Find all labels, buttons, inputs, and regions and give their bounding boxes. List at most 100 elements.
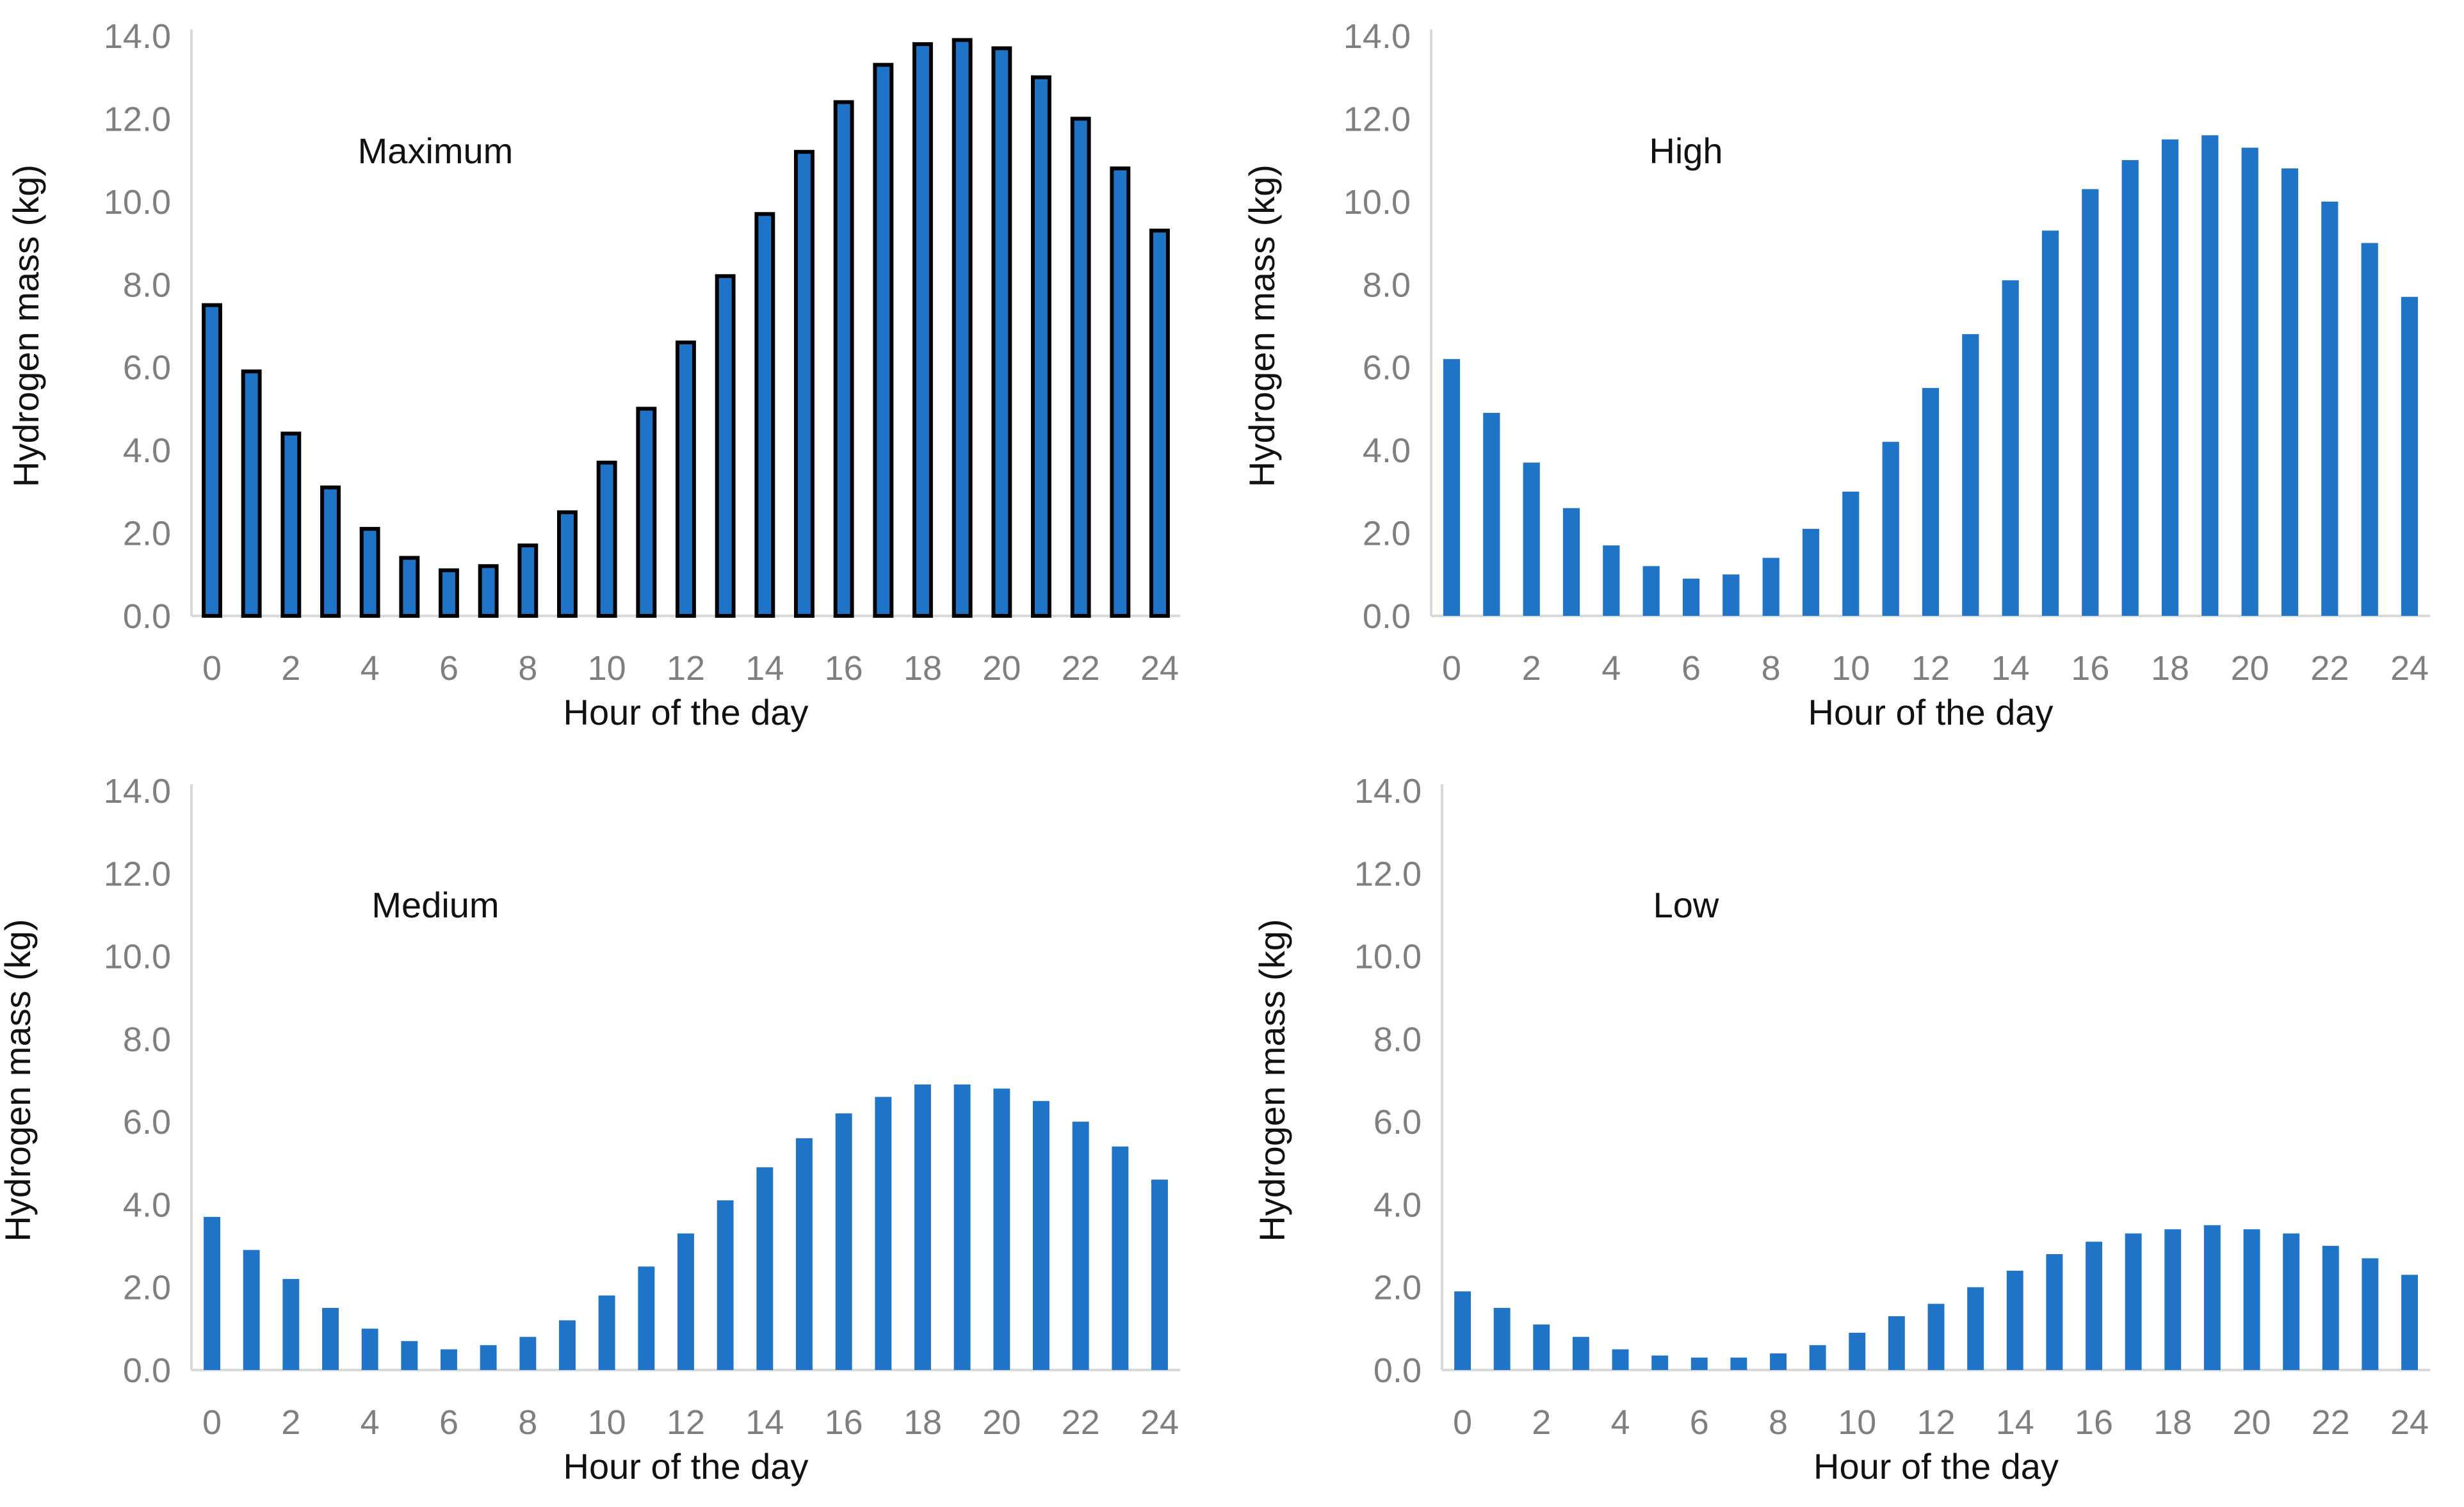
- bar-hour-19: [953, 1084, 971, 1370]
- bar-hour-16: [2082, 189, 2099, 616]
- bar-hour-6: [439, 568, 459, 618]
- y-tick-label: 14.0: [1354, 772, 1422, 810]
- bar-hour-5: [399, 556, 420, 618]
- x-tick-label: 4: [1610, 1403, 1630, 1442]
- x-tick-label: 18: [904, 649, 942, 688]
- y-tick-label: 14.0: [104, 772, 171, 810]
- bar-hour-1: [1493, 1308, 1511, 1370]
- x-tick-label: 4: [361, 649, 380, 688]
- x-tick-label: 14: [745, 1403, 784, 1442]
- x-tick-label: 20: [2232, 1403, 2271, 1442]
- bar-hour-12: [1927, 1303, 1945, 1370]
- x-tick-label: 0: [202, 649, 222, 688]
- bar-hour-2: [282, 1278, 300, 1370]
- bar-hour-7: [478, 564, 499, 618]
- y-tick-label: 2.0: [1374, 1269, 1422, 1307]
- bar-hour-4: [1612, 1349, 1629, 1370]
- y-tick-label: 14.0: [1343, 17, 1411, 56]
- bar-hour-19: [2203, 1225, 2221, 1371]
- y-tick-label: 2.0: [123, 1269, 171, 1307]
- panel-annotation: Medium: [371, 885, 499, 925]
- x-tick-label: 16: [825, 1403, 863, 1442]
- bar-hour-2: [1523, 462, 1540, 616]
- bar-hour-10: [1842, 491, 1860, 616]
- bar-hour-10: [1849, 1332, 1866, 1370]
- bar-hour-18: [912, 42, 933, 618]
- bar-hour-17: [875, 1097, 892, 1370]
- x-tick-label: 0: [1453, 1403, 1472, 1442]
- bar-hour-20: [2241, 147, 2258, 616]
- y-tick-label: 10.0: [104, 183, 171, 222]
- x-tick-label: 12: [667, 649, 705, 688]
- bar-hour-15: [794, 150, 815, 618]
- bar-hour-7: [1730, 1357, 1747, 1370]
- y-tick-label: 8.0: [123, 1020, 171, 1059]
- y-tick-label: 6.0: [123, 349, 171, 387]
- y-tick-label: 4.0: [1374, 1186, 1422, 1224]
- bar-hour-13: [1967, 1287, 1984, 1370]
- x-tick-label: 10: [588, 1403, 626, 1442]
- x-tick-label: 4: [361, 1403, 380, 1442]
- bar-hour-9: [557, 510, 578, 618]
- bar-hour-23: [2362, 1258, 2379, 1370]
- bar-hour-8: [517, 544, 539, 618]
- bar-hour-11: [1882, 442, 1899, 616]
- bar-hour-5: [401, 1341, 418, 1371]
- x-tick-label: 10: [588, 649, 626, 688]
- bar-hour-14: [2006, 1270, 2023, 1370]
- x-tick-label: 24: [1140, 649, 1179, 688]
- bar-hour-21: [1031, 75, 1051, 618]
- chart-panel-low: 0.02.04.06.08.010.012.014.00 2 4 6 8 10 12 14 16…: [1252, 772, 2430, 1487]
- y-tick-label: 0.0: [1374, 1351, 1422, 1390]
- x-axis-title: Hour of the day: [563, 692, 809, 732]
- x-tick-label: 22: [1062, 1403, 1100, 1442]
- y-axis-title: Hydrogen mass (kg): [1242, 165, 1282, 487]
- bar-hour-3: [322, 1308, 339, 1370]
- y-tick-label: 8.0: [123, 266, 171, 304]
- bar-hour-14: [2002, 280, 2019, 616]
- x-tick-label: 14: [1991, 649, 2030, 688]
- bar-hour-6: [441, 1349, 457, 1370]
- x-tick-label: 6: [1690, 1403, 1709, 1442]
- bar-hour-15: [2041, 230, 2059, 616]
- bar-hour-11: [636, 407, 657, 618]
- panel-annotation: High: [1649, 131, 1722, 171]
- y-tick-label: 0.0: [1363, 597, 1411, 636]
- bar-hour-17: [2125, 1233, 2142, 1370]
- bar-hour-14: [756, 1167, 774, 1371]
- x-tick-label: 0: [1442, 649, 1461, 688]
- y-tick-label: 6.0: [1363, 349, 1411, 387]
- bar-hour-21: [1033, 1100, 1050, 1370]
- bar-hour-9: [559, 1320, 576, 1370]
- bar-hour-0: [1443, 359, 1461, 616]
- bar-hour-1: [1483, 412, 1500, 616]
- bar-hour-24: [1149, 229, 1170, 618]
- bar-hour-18: [2161, 139, 2179, 616]
- x-tick-label: 16: [825, 649, 863, 688]
- bar-hour-15: [2046, 1254, 2063, 1370]
- bar-hour-19: [2201, 135, 2219, 616]
- bar-hour-22: [2322, 1246, 2339, 1370]
- bar-hour-8: [519, 1337, 537, 1370]
- x-tick-label: 22: [1062, 649, 1100, 688]
- bar-hour-13: [1962, 334, 1979, 616]
- bar-hour-21: [2281, 168, 2299, 616]
- panel-annotation: Low: [1653, 885, 1719, 925]
- y-tick-label: 12.0: [1343, 100, 1411, 138]
- x-tick-label: 22: [2310, 649, 2349, 688]
- bar-hour-2: [1533, 1324, 1550, 1370]
- x-tick-label: 2: [1522, 649, 1541, 688]
- x-tick-label: 16: [2071, 649, 2109, 688]
- x-tick-label: 4: [1601, 649, 1621, 688]
- bar-hour-24: [1151, 1179, 1168, 1370]
- x-tick-label: 18: [904, 1403, 942, 1442]
- bar-hour-18: [914, 1084, 931, 1370]
- y-tick-label: 14.0: [104, 17, 171, 56]
- bar-hour-9: [1809, 1345, 1826, 1370]
- bar-hour-16: [835, 1113, 852, 1370]
- y-tick-label: 4.0: [123, 1186, 171, 1224]
- x-tick-label: 6: [1682, 649, 1701, 688]
- x-tick-label: 2: [281, 649, 300, 688]
- bar-hour-24: [2401, 296, 2419, 616]
- bar-hour-6: [1690, 1357, 1708, 1370]
